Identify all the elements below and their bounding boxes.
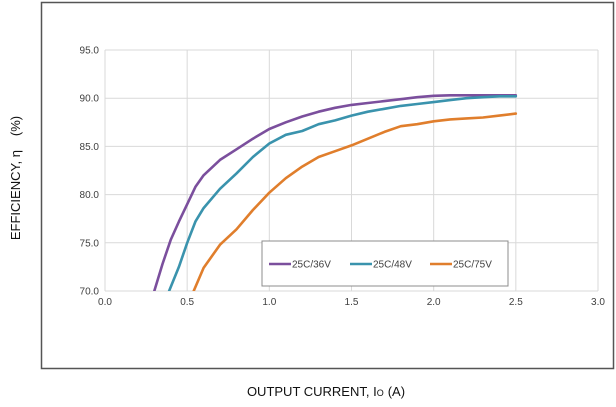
x-axis-quantity: OUTPUT CURRENT, I (247, 384, 377, 399)
legend-label-3: 25C/75V (453, 260, 492, 271)
y-axis-unit: (%) (8, 116, 23, 136)
chart-frame (40, 1, 615, 370)
legend-label-2: 25C/48V (373, 260, 412, 271)
x-axis-subscript: O (377, 388, 384, 398)
y-tick-label: 90.0 (80, 94, 100, 105)
y-tick-label: 85.0 (80, 142, 100, 153)
x-tick-label: 1.0 (262, 297, 276, 308)
series-line-1 (153, 94, 518, 291)
y-axis-quantity: EFFICIENCY, η (8, 150, 23, 240)
x-tick-label: 2.5 (509, 297, 523, 308)
legend-box (261, 240, 509, 287)
y-tick-label: 95.0 (80, 46, 100, 57)
y-tick-label: 75.0 (80, 238, 100, 249)
legend-label-1: 25C/36V (292, 260, 331, 271)
tick-labels: 70.0 75.0 80.0 85.0 90.0 95.0 0.0 0.5 1.0 1.5 2.0 2… (80, 46, 606, 309)
series-lines (153, 94, 518, 291)
legend: 25C/36V 25C/48V 25C/75V (261, 240, 509, 287)
x-tick-label: 0.0 (98, 297, 112, 308)
x-tick-label: 1.5 (345, 297, 359, 308)
x-axis-unit: (A) (388, 384, 405, 399)
x-axis-title: OUTPUT CURRENT, IO (A) (247, 384, 405, 399)
y-axis-title: EFFICIENCY, η (%) (8, 116, 23, 240)
series-line-3 (192, 112, 518, 291)
x-tick-label: 0.5 (180, 297, 194, 308)
y-tick-label: 70.0 (80, 287, 100, 298)
x-tick-label: 2.0 (427, 297, 441, 308)
y-tick-label: 80.0 (80, 190, 100, 201)
series-line-2 (167, 95, 518, 291)
x-tick-label: 3.0 (591, 297, 605, 308)
